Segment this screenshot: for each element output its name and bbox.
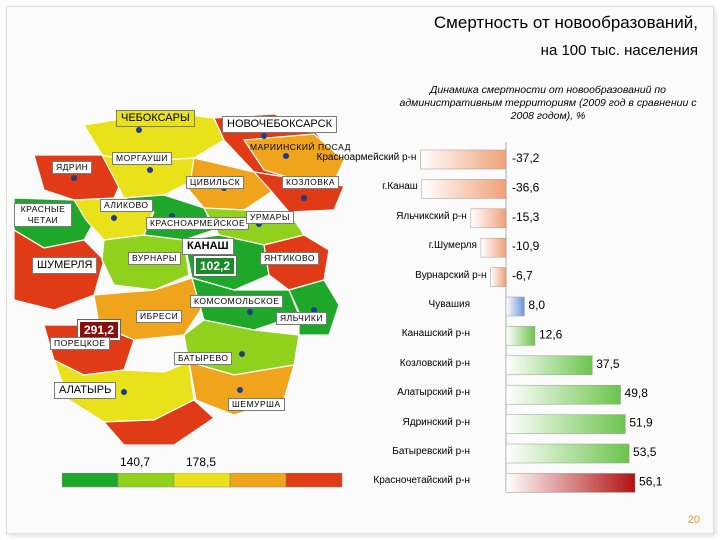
bar-value-label: 37,5 — [596, 357, 620, 371]
label-poretskoe: ПОРЕЦКОЕ — [50, 337, 110, 350]
bar-value-label: -36,6 — [512, 180, 540, 194]
bar — [505, 384, 621, 405]
page-number: 20 — [687, 514, 700, 526]
category-label: Ядринский р-н — [402, 416, 470, 428]
category-label: г.Шумерля — [428, 240, 477, 252]
bar-value-label: 12,6 — [539, 327, 563, 341]
label-yalchiki: ЯЛЬЧИКИ — [276, 312, 327, 325]
bar-value-label: 49,8 — [625, 386, 649, 400]
bar-value-label: 51,9 — [629, 416, 653, 430]
bar-value-label: 8,0 — [528, 298, 545, 312]
bar — [505, 296, 525, 317]
label-batyrevo: БАТЫРЕВО — [174, 352, 233, 365]
category-label: Яльчикский р-н — [396, 210, 467, 222]
scale-low-label: 140,7 — [120, 455, 151, 469]
bar-value-label: -10,9 — [512, 239, 540, 253]
label-shumerlya: ШУМЕРЛЯ — [32, 257, 98, 274]
bar-value-label: -6,7 — [512, 269, 533, 283]
bar-value-label: 56,1 — [639, 474, 663, 488]
category-label: Алатырский р-н — [397, 387, 470, 399]
label-kozlovka: КОЗЛОВКА — [282, 176, 339, 189]
category-label: Красноармейский р-н — [316, 152, 417, 163]
bar — [505, 355, 593, 376]
slide-subtitle: на 100 тыс. населения — [540, 42, 698, 59]
bar — [480, 237, 507, 258]
bar — [505, 326, 536, 346]
color-scale — [62, 473, 343, 488]
region-alatyr-south — [102, 399, 215, 446]
bar-value-label: -15,3 — [512, 210, 540, 224]
category-label: Канашский р-н — [401, 328, 470, 340]
label-krasnye-chetai: КРАСНЫЕ ЧЕТАИ — [14, 203, 72, 227]
label-komsomolskoe: КОМСОМОЛЬСКОЕ — [190, 295, 284, 308]
label-yantikovo: ЯНТИКОВО — [260, 252, 320, 265]
label-morgaushi: МОРГАУШИ — [112, 152, 172, 165]
scale-swatch — [285, 473, 343, 488]
label-ibresi: ИБРЕСИ — [136, 310, 183, 323]
bar — [420, 149, 507, 170]
bar — [421, 179, 507, 199]
bar — [505, 443, 630, 464]
map-min-value: 102,2 — [192, 255, 238, 277]
label-mariinsky-posad: МАРИИНСКИЙ ПОСАД — [250, 142, 351, 152]
scale-high-label: 178,5 — [186, 455, 217, 469]
label-tsivilsk: ЦИВИЛЬСК — [186, 176, 245, 189]
bar-value-label: -37,2 — [512, 151, 540, 165]
label-yadrin: ЯДРИН — [52, 161, 93, 174]
label-kanash: КАНАШ — [182, 238, 234, 255]
label-vurnary: ВУРНАРЫ — [128, 252, 181, 265]
label-cheboksary: ЧЕБОКСАРЫ — [116, 110, 195, 127]
slide-title: Смертность от новообразований, — [433, 13, 698, 32]
category-label: Козловский р-н — [399, 357, 470, 369]
bar — [470, 208, 507, 229]
bar — [490, 267, 507, 287]
label-alatyr: АЛАТЫРЬ — [54, 382, 117, 399]
label-novocheboksarsk: НОВОЧЕБОКСАРСК — [222, 116, 337, 133]
bar-value-label: 53,5 — [633, 445, 657, 459]
label-urmary: УРМАРЫ — [246, 211, 294, 224]
category-label: Вурнарский р-н — [415, 269, 487, 281]
label-alikovo: АЛИКОВО — [100, 199, 153, 212]
category-label: Чувашия — [428, 299, 470, 310]
category-label: г.Канаш — [382, 181, 418, 193]
chart-title: Динамика смертности от новообразований п… — [399, 84, 697, 122]
category-label: Красночетайский р-н — [373, 475, 470, 487]
category-label: Батыревский р-н — [392, 446, 470, 457]
map-max-value: 291,2 — [76, 319, 122, 341]
label-shemursha: ШЕМУРША — [228, 398, 285, 411]
bar — [505, 473, 636, 493]
bar — [505, 414, 626, 434]
